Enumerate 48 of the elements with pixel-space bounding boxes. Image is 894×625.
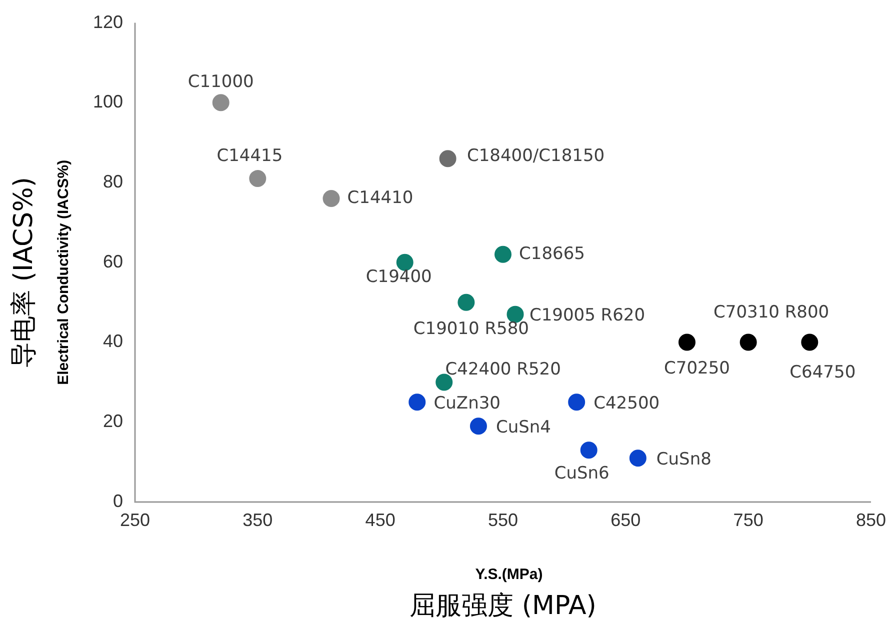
point bbox=[212, 94, 230, 112]
point bbox=[629, 450, 646, 467]
point bbox=[740, 334, 757, 351]
y-tick-label: 20 bbox=[102, 411, 123, 432]
annotation: CuSn4 bbox=[496, 418, 551, 438]
point bbox=[458, 294, 475, 311]
y-tick-label: 60 bbox=[102, 251, 123, 272]
annotation: CuZn30 bbox=[434, 394, 500, 414]
point bbox=[249, 170, 266, 188]
x-tick-label: 350 bbox=[242, 510, 273, 530]
point bbox=[470, 418, 487, 435]
annotation: C19010 R580 bbox=[413, 318, 530, 339]
point bbox=[494, 246, 512, 263]
y-tick-label: 120 bbox=[92, 12, 123, 32]
annotation: C70250 bbox=[664, 358, 730, 379]
annotation: C64750 bbox=[790, 362, 856, 383]
x-tick-label: 850 bbox=[856, 510, 886, 530]
annotation: C19005 R620 bbox=[529, 306, 646, 326]
annotation: CuSn8 bbox=[656, 449, 712, 470]
point bbox=[580, 442, 598, 459]
annotation: C18400/C18150 bbox=[466, 146, 605, 166]
point bbox=[678, 334, 696, 351]
point bbox=[436, 374, 453, 391]
point bbox=[408, 394, 426, 411]
annotation: C19400 bbox=[366, 266, 432, 287]
y-tick-label: 100 bbox=[92, 92, 123, 112]
y-tick-label: 0 bbox=[112, 490, 123, 511]
annotation: C42400 R520 bbox=[445, 360, 561, 380]
point bbox=[801, 334, 818, 351]
point bbox=[568, 394, 586, 411]
x-tick-label: 550 bbox=[488, 510, 518, 530]
annotation: CuSn6 bbox=[554, 464, 610, 484]
annotation: C14415 bbox=[216, 146, 283, 166]
point bbox=[439, 150, 456, 168]
annotation: C42500 bbox=[594, 394, 660, 414]
x-tick-label: 650 bbox=[610, 510, 641, 530]
annotation: C11000 bbox=[188, 72, 254, 92]
x-tick-label: 250 bbox=[120, 510, 150, 530]
point bbox=[322, 190, 340, 208]
y-tick-label: 40 bbox=[102, 331, 123, 352]
x-tick-label: 450 bbox=[365, 510, 396, 530]
annotation: C70310 R800 bbox=[714, 302, 830, 323]
x-axis-title: Y.S.(MPa) 屈服强度 (MPA) bbox=[410, 566, 596, 621]
y-axis-title: Electrical Conductivity (IACS%) 导电率 (IACS%) bbox=[8, 160, 72, 385]
x-tick-label: 750 bbox=[733, 510, 764, 530]
annotation: C18665 bbox=[519, 244, 585, 264]
annotation: C14410 bbox=[347, 188, 414, 208]
y-tick-label: 80 bbox=[102, 172, 123, 192]
